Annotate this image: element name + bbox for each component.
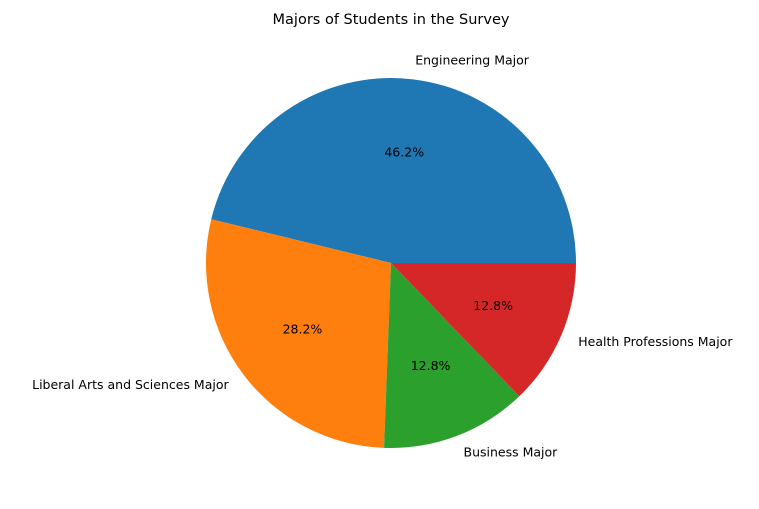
- slice-percent-label: 12.8%: [411, 358, 451, 373]
- pie-percent-labels: 46.2% 28.2% 12.8% 12.8%: [283, 144, 514, 373]
- pie-slices: [205, 78, 577, 448]
- slice-percent-label: 12.8%: [473, 298, 513, 313]
- slice-label: Health Professions Major: [578, 334, 733, 349]
- slice-percent-label: 46.2%: [384, 144, 424, 159]
- pie-slice-business-major: [384, 263, 520, 448]
- pie-slice-health-professions-major: [391, 263, 576, 397]
- chart-title: Majors of Students in the Survey: [273, 12, 510, 28]
- slice-label: Engineering Major: [415, 52, 530, 67]
- slice-label: Liberal Arts and Sciences Major: [32, 377, 229, 392]
- slice-percent-label: 28.2%: [283, 321, 323, 336]
- slice-label: Business Major: [464, 445, 559, 460]
- pie-slice-liberal-arts-and-sciences-major: [205, 219, 391, 448]
- pie-slice-engineering-major: [211, 78, 577, 263]
- pie-labels: Engineering Major Liberal Arts and Scienc…: [32, 52, 733, 459]
